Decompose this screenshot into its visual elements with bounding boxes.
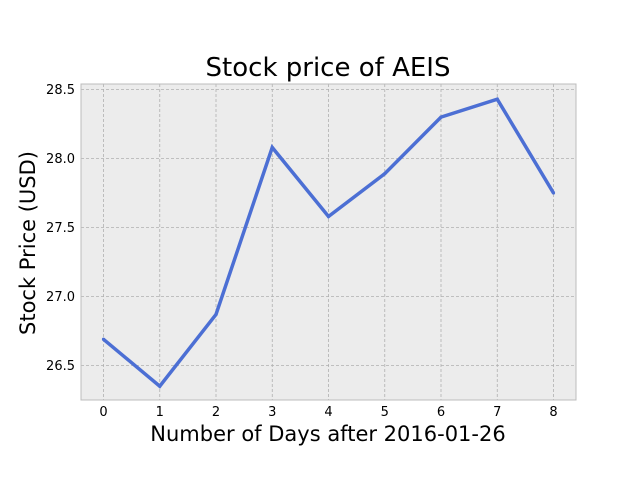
gridlines: [81, 84, 576, 400]
x-tick-label: 7: [493, 405, 501, 420]
data-point: [439, 115, 443, 119]
x-tick-label: 2: [212, 405, 220, 420]
y-tick-label: 26.5: [46, 359, 75, 374]
data-point: [326, 214, 331, 219]
data-point: [158, 384, 162, 388]
x-tick-label: 1: [156, 405, 164, 420]
x-tick-label: 6: [437, 405, 445, 420]
y-tick-label: 28.0: [46, 152, 75, 167]
x-tick-label: 3: [268, 405, 276, 420]
data-point: [214, 312, 218, 317]
y-axis-title: Stock Price (USD): [16, 151, 40, 335]
x-tick-label: 8: [549, 405, 557, 420]
y-tick-label: 28.5: [46, 83, 75, 98]
x-tick-label: 0: [99, 405, 107, 420]
x-axis-title: Number of Days after 2016-01-26: [150, 422, 505, 446]
data-point: [551, 191, 556, 195]
data-point: [383, 172, 387, 176]
data-point: [495, 97, 499, 101]
series-layer: [101, 97, 556, 389]
data-point: [270, 145, 274, 150]
axis-ticks: 0 1 2 3 4 5 6 7 8 26.5 27.0 27.5 28.0 28.5: [46, 83, 558, 420]
y-tick-label: 27.0: [46, 290, 75, 305]
x-tick-label: 5: [381, 405, 389, 420]
y-tick-label: 27.5: [46, 221, 75, 236]
data-point: [101, 337, 106, 341]
chart-title: Stock price of AEIS: [206, 53, 451, 83]
plot-frame: [80, 83, 577, 401]
x-tick-label: 4: [324, 405, 332, 420]
